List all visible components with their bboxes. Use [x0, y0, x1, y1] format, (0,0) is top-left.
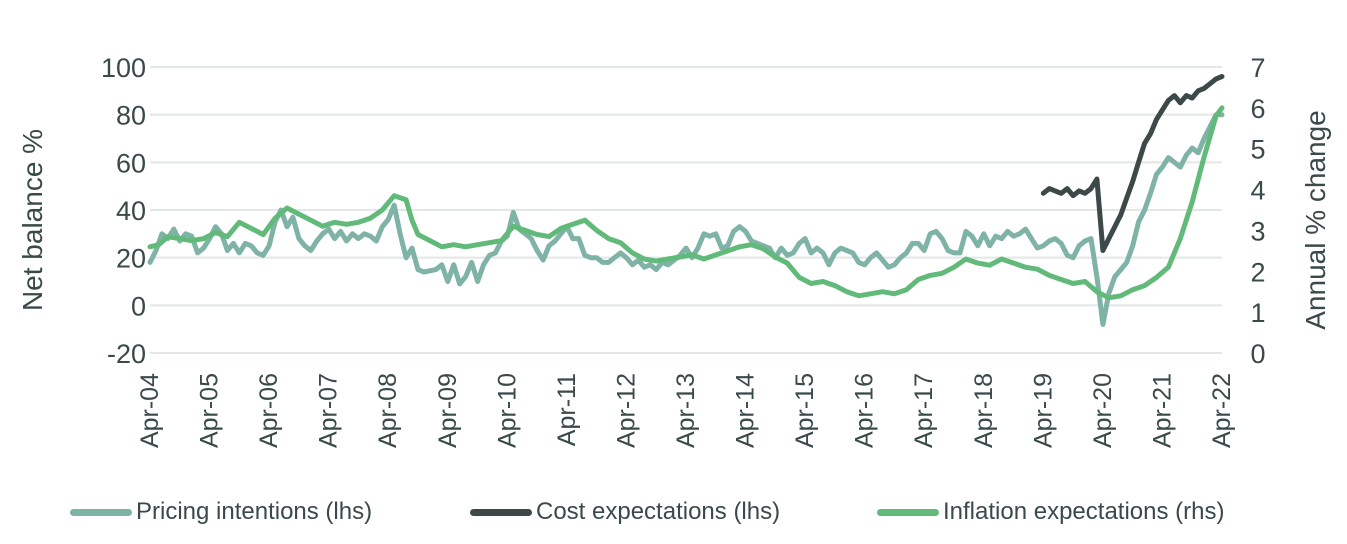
- series-line-cost-expectations: [1040, 74, 1225, 253]
- x-tick-label: Apr-19: [1029, 373, 1057, 448]
- series-line-inflation-expectations: [147, 105, 1225, 301]
- x-tick-label: Apr-09: [434, 373, 462, 448]
- legend-swatch-cost-expectations: [470, 508, 532, 516]
- x-tick-label: Apr-16: [851, 373, 879, 448]
- legend-item-inflation-expectations: Inflation expectations (rhs): [877, 492, 1224, 532]
- y2-tick-label: 6: [1250, 94, 1265, 124]
- legend: Pricing intentions (lhs) Cost expectatio…: [0, 492, 1347, 532]
- y2-tick-label: 0: [1250, 339, 1265, 369]
- x-tick-label: Apr-21: [1148, 373, 1176, 448]
- y-axis-left: -20 0 20 40 60 80 100: [101, 53, 146, 369]
- x-tick-label: Apr-07: [315, 373, 343, 448]
- x-tick-label: Apr-14: [732, 373, 760, 448]
- y-tick-label: 40: [116, 196, 146, 226]
- series-layer: [147, 74, 1225, 327]
- y-tick-label: 100: [101, 53, 146, 83]
- y-axis-title-left: Net balance %: [17, 129, 48, 311]
- y2-tick-label: 2: [1250, 257, 1265, 287]
- legend-item-pricing-intentions: Pricing intentions (lhs): [70, 492, 372, 532]
- x-tick-label: Apr-05: [196, 373, 224, 448]
- legend-label-cost-expectations: Cost expectations (lhs): [536, 498, 781, 525]
- y2-tick-label: 1: [1250, 298, 1265, 328]
- x-tick-label: Apr-18: [970, 373, 998, 448]
- y-tick-label: -20: [107, 339, 146, 369]
- y-tick-label: 0: [131, 291, 146, 321]
- x-tick-label: Apr-11: [553, 373, 581, 446]
- y-axis-right: 0 1 2 3 4 5 6 7: [1250, 53, 1265, 369]
- x-tick-label: Apr-04: [136, 373, 164, 448]
- x-tick-label: Apr-15: [791, 373, 819, 448]
- y2-tick-label: 4: [1250, 176, 1265, 206]
- x-tick-label: Apr-06: [255, 373, 283, 448]
- y2-tick-label: 5: [1250, 135, 1265, 165]
- x-tick-label: Apr-22: [1208, 373, 1236, 448]
- y2-tick-label: 7: [1250, 53, 1265, 83]
- x-tick-label: Apr-17: [910, 373, 938, 448]
- legend-label-inflation-expectations: Inflation expectations (rhs): [943, 498, 1225, 525]
- y-axis-title-right: Annual % change: [1300, 110, 1331, 330]
- x-tick-label: Apr-12: [612, 373, 640, 448]
- legend-label-pricing-intentions: Pricing intentions (lhs): [136, 498, 373, 525]
- y-tick-label: 20: [116, 244, 146, 274]
- legend-swatch-inflation-expectations: [877, 508, 939, 516]
- legend-item-cost-expectations: Cost expectations (lhs): [470, 492, 780, 532]
- grid-layer: [150, 66, 1222, 354]
- x-axis: Apr-04 Apr-05 Apr-06 Apr-07 Apr-08 Apr-09 Apr-…: [136, 373, 1236, 448]
- x-tick-label: Apr-08: [374, 373, 402, 448]
- legend-swatch-pricing-intentions: [70, 508, 132, 516]
- x-tick-label: Apr-13: [672, 373, 700, 448]
- x-tick-label: Apr-10: [493, 373, 521, 448]
- y-tick-label: 60: [116, 148, 146, 178]
- y-tick-label: 80: [116, 101, 146, 131]
- y2-tick-label: 3: [1250, 216, 1265, 246]
- x-tick-label: Apr-20: [1089, 373, 1117, 448]
